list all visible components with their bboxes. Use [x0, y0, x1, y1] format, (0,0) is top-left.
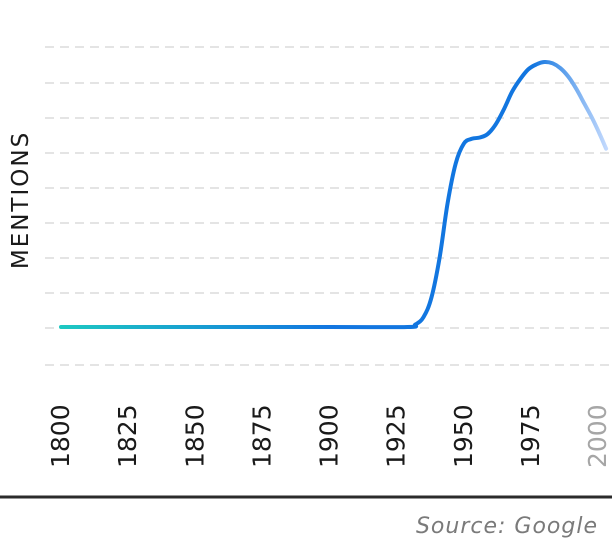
source-caption: Source: Google — [415, 514, 598, 539]
x-tick-label: 1900 — [315, 404, 344, 468]
y-axis-label: MENTIONS — [8, 131, 34, 269]
x-tick-label: 1950 — [449, 404, 478, 468]
x-tick-label: 1800 — [46, 404, 75, 468]
x-tick-label: 1825 — [113, 404, 142, 468]
series-line — [59, 59, 609, 330]
x-tick-label: 1850 — [180, 404, 209, 468]
x-tick-label: 1875 — [247, 404, 276, 468]
x-tick-label: 2000 — [583, 404, 612, 468]
x-tick-label: 1925 — [382, 404, 411, 468]
x-tick-label: 1975 — [516, 404, 545, 468]
gridlines — [45, 46, 612, 366]
x-axis-ticks: 1800 1825 1850 1875 1900 1925 1950 1975 2000 — [46, 404, 612, 468]
series-group — [59, 59, 609, 330]
